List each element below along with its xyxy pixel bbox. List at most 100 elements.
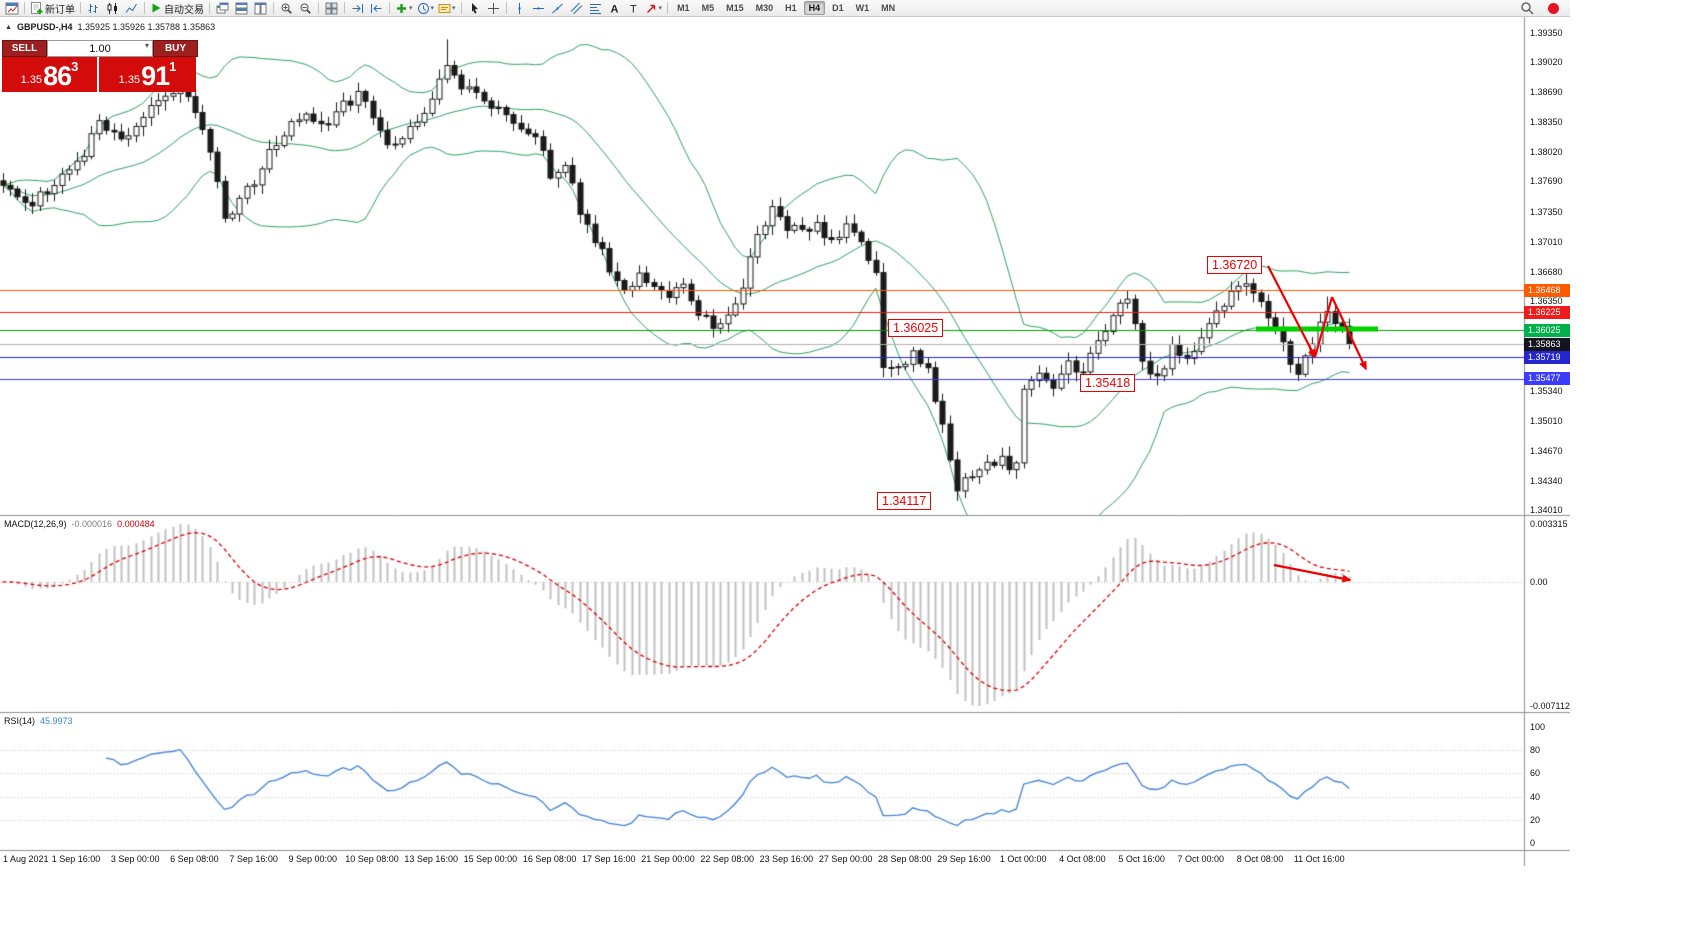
timeframe-MN[interactable]: MN [881, 3, 896, 13]
timeframe-M15[interactable]: M15 [726, 3, 744, 13]
buy-price-button[interactable]: 1.35 91 1 [99, 57, 196, 92]
rsi-value: 45.9973 [40, 716, 73, 726]
toolbar-group [466, 1, 502, 16]
channel-icon[interactable] [568, 1, 585, 16]
date-label: 23 Sep 16:00 [759, 854, 814, 864]
timeframe-H4[interactable]: H4 [803, 1, 826, 15]
window-tile-horizontal-icon[interactable] [233, 1, 250, 16]
timeframe-D1[interactable]: D1 [832, 3, 844, 13]
current-price-badge: 1.35863 [1524, 337, 1570, 351]
timeframe-M5[interactable]: M5 [701, 3, 715, 13]
template-icon[interactable]: ▾ [437, 1, 457, 16]
horizontal-line-icon[interactable] [530, 1, 547, 16]
timeframe-group: M1 M5 M15 M30 H1 H4 D1 W1 MN [672, 1, 900, 15]
period-icon[interactable]: ▾ [416, 1, 436, 16]
bar-chart-icon[interactable] [85, 1, 102, 16]
price-annotation[interactable]: 1.36025 [888, 319, 944, 337]
price-annotation[interactable]: 1.34117 [877, 492, 932, 510]
price-annotation[interactable]: 1.35418 [1080, 374, 1136, 392]
price-tick-label: 1.34670 [1530, 446, 1563, 457]
window-cascade-icon[interactable] [214, 1, 231, 16]
macd-axis-label: -0.007112 [1530, 701, 1570, 711]
dropdown-arrow-icon[interactable]: ▾ [658, 5, 663, 12]
tile-windows-icon[interactable] [323, 1, 340, 16]
hline-price-badge: 1.35477 [1524, 372, 1570, 386]
rsi-axis-label: 100 [1530, 722, 1546, 732]
chart-window-icon[interactable] [3, 1, 20, 16]
date-label: 10 Sep 08:00 [345, 854, 399, 864]
date-label: 11 Oct 16:00 [1293, 854, 1345, 864]
notification-badge-icon[interactable] [1545, 1, 1562, 16]
toolbar-separator [505, 2, 507, 14]
date-label: 7 Oct 00:00 [1177, 854, 1225, 864]
price-tick-label: 1.37010 [1530, 237, 1563, 248]
scroll-to-end-icon[interactable] [349, 1, 366, 16]
text-icon[interactable]: A [606, 1, 623, 16]
price-tick-label: 1.38020 [1530, 146, 1563, 157]
symbol-title: GBPUSD-,H4 [16, 22, 73, 32]
toolbar-separator [209, 2, 210, 14]
search-icon[interactable] [1519, 1, 1536, 16]
toolbar-group [3, 1, 20, 16]
toolbar-group [85, 1, 140, 16]
rsi-title: RSI(14) 45.9973 [4, 716, 78, 726]
toolbar-group [214, 1, 269, 16]
price-tick-label: 1.36680 [1530, 266, 1563, 277]
rsi-axis-label: 0 [1530, 838, 1536, 848]
date-label: 27 Sep 00:00 [818, 854, 873, 864]
toolbar-separator [80, 2, 81, 14]
sell-button[interactable]: SELL [2, 40, 47, 57]
chart-shift-icon[interactable] [368, 1, 385, 16]
autotrading-label: 自动交易 [164, 4, 204, 16]
price-annotation[interactable]: 1.36720 [1207, 256, 1263, 274]
text-label-icon[interactable]: T [625, 1, 642, 16]
hline-price-badge: 1.36468 [1524, 283, 1570, 297]
timeframe-H1[interactable]: H1 [785, 3, 797, 13]
toolbar-group: 新订单 [29, 1, 76, 16]
line-chart-icon[interactable] [123, 1, 140, 16]
price-tick-label: 1.39350 [1530, 28, 1563, 38]
trendline-icon[interactable] [549, 1, 566, 16]
toolbar-group: A T ▾ [511, 1, 664, 16]
toolbar-separator [318, 2, 319, 14]
date-label: 3 Sep 00:00 [110, 854, 160, 864]
toolbar: 新订单 自动交易 ▾ ▾ ▾ A T ▾ M1 M5 M15 M30 H1 H4 D1 W1 MN [0, 0, 1570, 17]
vertical-line-icon[interactable] [511, 1, 528, 16]
dropdown-arrow-icon[interactable]: ▾ [409, 5, 413, 12]
dropdown-arrow-icon[interactable]: ▾ [430, 5, 435, 12]
buy-button[interactable]: BUY [153, 40, 198, 57]
chart-canvas[interactable] [0, 0, 1570, 868]
date-label: 29 Sep 16:00 [937, 854, 991, 864]
candlestick-chart-icon[interactable] [104, 1, 121, 16]
sell-price-button[interactable]: 1.35 86 3 [2, 57, 99, 92]
timeframe-M1[interactable]: M1 [677, 3, 690, 13]
toolbar-group [278, 1, 314, 16]
fibonacci-icon[interactable] [587, 1, 604, 16]
volume-value: 1.00 [89, 42, 111, 55]
dropdown-arrow-icon[interactable]: ▾ [452, 5, 456, 12]
volume-input[interactable]: 1.00 ▾ [47, 40, 153, 57]
volume-dropdown-icon[interactable]: ▾ [144, 41, 149, 50]
timeframe-M30[interactable]: M30 [755, 3, 774, 13]
macd-name: MACD(12,26,9) [4, 519, 67, 529]
ask-pips: 91 [141, 61, 170, 91]
bid-pips: 86 [43, 61, 72, 91]
bid-pipette: 3 [71, 59, 79, 74]
price-tick-label: 1.35010 [1530, 415, 1563, 426]
arrow-draw-icon[interactable]: ▾ [644, 1, 664, 16]
one-click-toggle-icon[interactable]: ▲ [5, 23, 12, 31]
timeframe-W1[interactable]: W1 [855, 3, 870, 13]
price-tick-label: 1.34010 [1530, 505, 1563, 515]
window-tile-vertical-icon[interactable] [252, 1, 269, 16]
new-order-icon[interactable]: 新订单 [29, 1, 76, 16]
toolbar-group: ▾ ▾ ▾ [394, 1, 457, 16]
add-indicator-icon[interactable]: ▾ [394, 1, 414, 16]
toolbar-separator [667, 2, 669, 14]
toolbar-group: 自动交易 [149, 1, 205, 16]
cursor-icon[interactable] [466, 1, 483, 16]
autotrading-icon[interactable]: 自动交易 [149, 1, 205, 16]
zoom-out-icon[interactable] [297, 1, 314, 16]
crosshair-icon[interactable] [485, 1, 502, 16]
zoom-in-icon[interactable] [278, 1, 295, 16]
toolbar-group [323, 1, 340, 16]
